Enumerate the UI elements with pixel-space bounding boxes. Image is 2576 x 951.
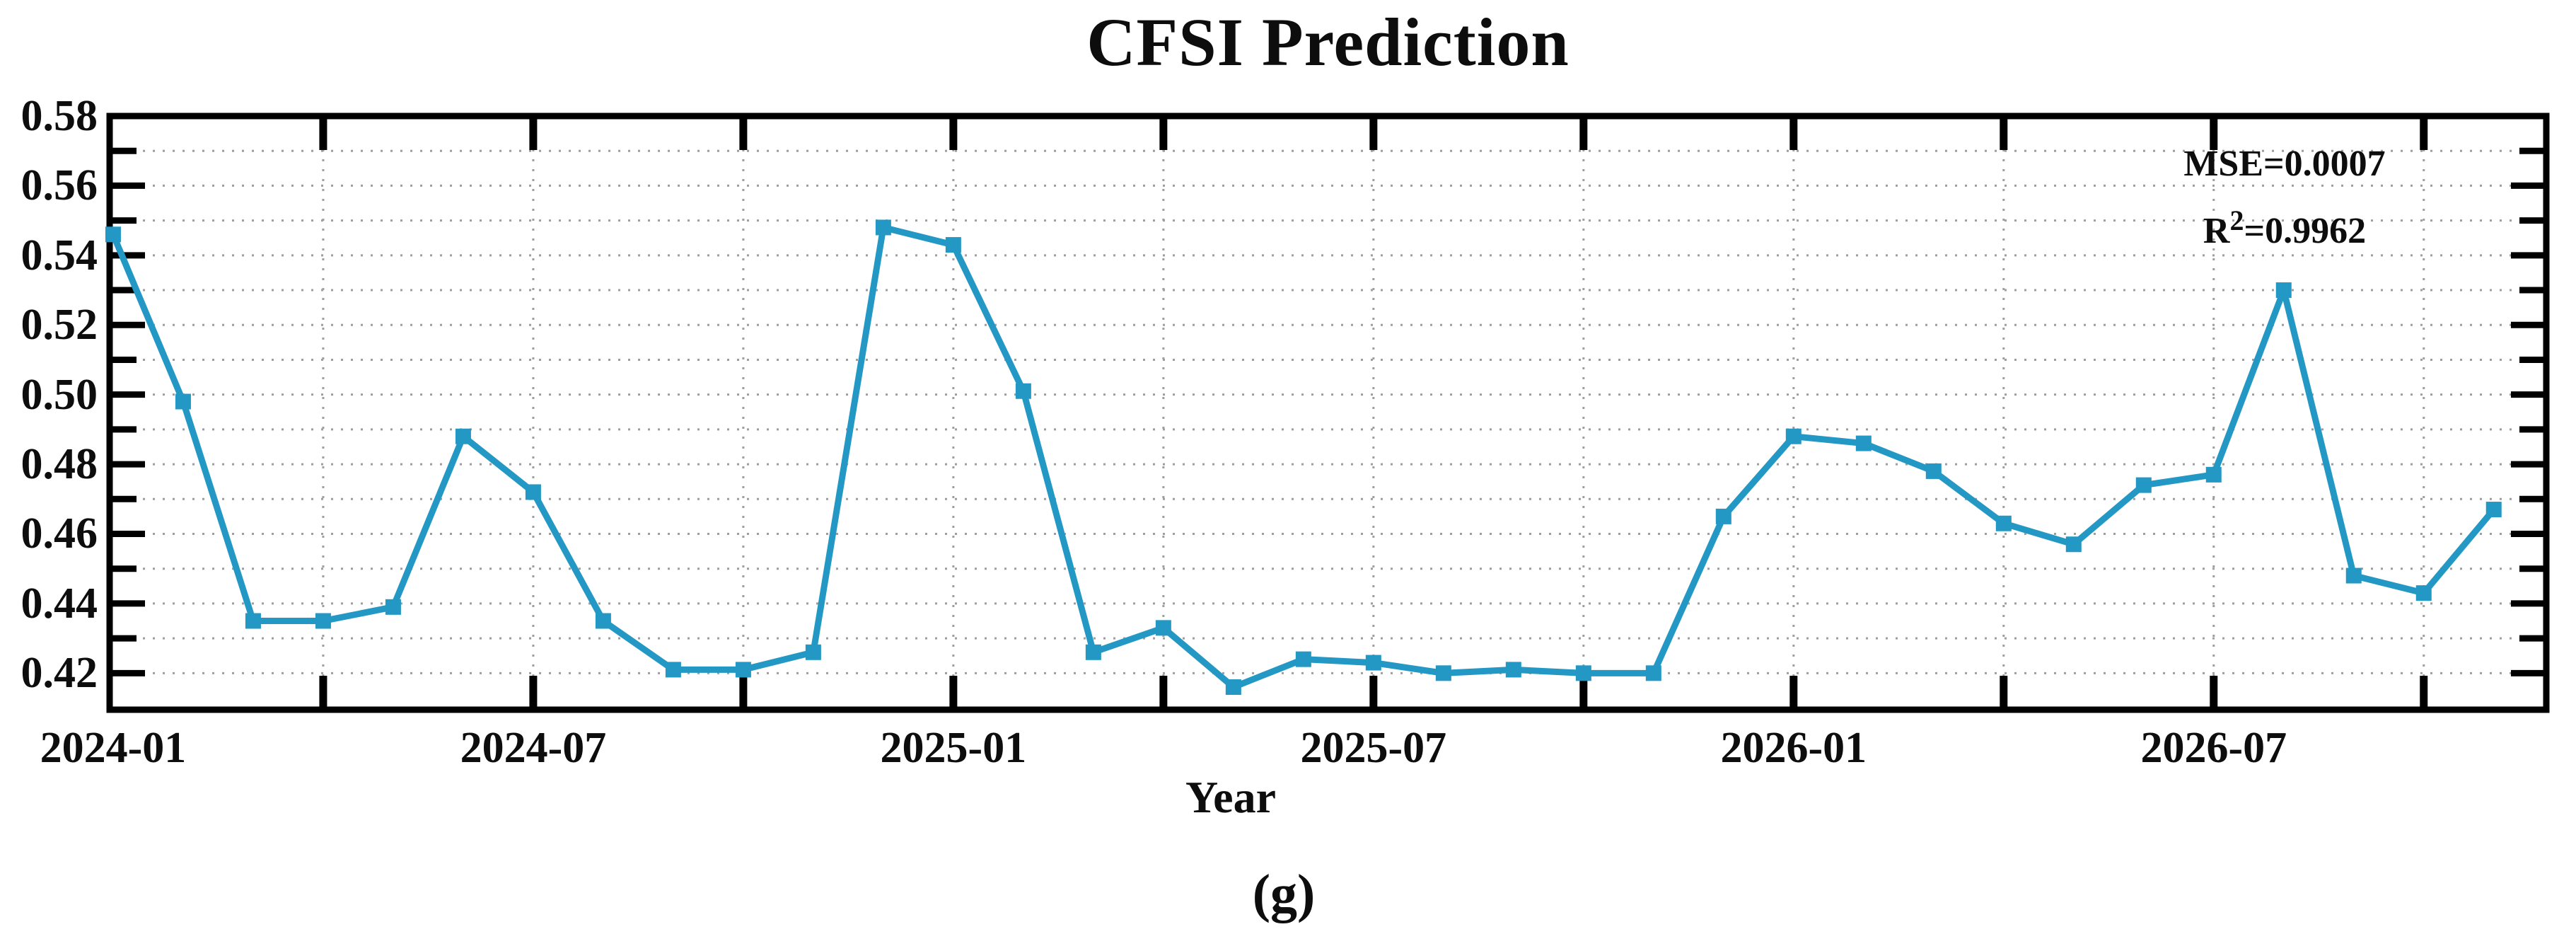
- x-tick-label: 2025-01: [880, 724, 1027, 772]
- prediction-line: [110, 224, 2497, 691]
- r2-superscript: 2: [2229, 204, 2244, 236]
- data-point-marker: [315, 613, 331, 629]
- x-tick-label: 2026-07: [2140, 724, 2287, 772]
- x-tick-label: 2026-01: [1720, 724, 1867, 772]
- data-point-marker: [2065, 536, 2082, 553]
- r2-annotation: R2=0.9962: [2203, 204, 2367, 251]
- data-point-marker: [1155, 620, 1171, 636]
- data-point-marker: [1715, 508, 1731, 524]
- data-point-marker: [105, 226, 121, 243]
- data-point-marker: [735, 662, 751, 678]
- data-point-marker: [1365, 655, 1381, 671]
- x-tick-label: 2025-07: [1300, 724, 1447, 772]
- data-point-marker: [1505, 662, 1521, 678]
- data-point-marker: [1435, 665, 1451, 681]
- data-point-marker: [1785, 428, 1802, 444]
- data-point-marker: [1645, 665, 1661, 681]
- data-point-marker: [665, 662, 681, 678]
- data-point-marker: [175, 393, 191, 410]
- data-point-marker: [1225, 679, 1241, 696]
- data-point-marker: [1575, 665, 1591, 681]
- x-tick-label: 2024-07: [460, 724, 607, 772]
- y-tick-label: 0.52: [21, 301, 98, 350]
- data-point-marker: [2135, 477, 2152, 493]
- data-point-marker: [875, 219, 891, 236]
- mse-annotation: MSE=0.0007: [2183, 144, 2386, 184]
- y-tick-label: 0.48: [21, 440, 98, 489]
- data-point-marker: [1925, 463, 1942, 479]
- data-point-marker: [245, 613, 261, 629]
- metrics-annotation: MSE=0.0007 R2=0.9962: [2125, 136, 2444, 260]
- y-tick-label: 0.44: [21, 579, 98, 628]
- y-tick-label: 0.42: [21, 649, 98, 698]
- data-point-marker: [1015, 383, 1031, 399]
- y-tick-label: 0.56: [21, 161, 98, 210]
- data-point-marker: [2345, 567, 2362, 584]
- data-point-marker: [2485, 502, 2502, 518]
- data-point-marker: [2205, 466, 2222, 483]
- y-tick-label: 0.58: [21, 92, 98, 140]
- x-tick-label: 2024-01: [40, 724, 187, 772]
- data-point-marker: [525, 484, 541, 500]
- x-axis-title: Year: [1185, 772, 1276, 822]
- data-point-marker: [2275, 282, 2292, 299]
- data-point-marker: [1995, 515, 2012, 531]
- plot-frame: [106, 113, 2550, 713]
- y-tick-label: 0.46: [21, 509, 98, 558]
- data-point-marker: [1855, 435, 1872, 451]
- subfigure-caption: (g): [1252, 864, 1316, 923]
- data-point-marker: [1295, 651, 1311, 667]
- y-tick-label: 0.50: [21, 370, 98, 419]
- y-tick-label: 0.54: [21, 231, 98, 279]
- data-point-marker: [2415, 585, 2432, 601]
- data-point-marker: [1085, 644, 1101, 660]
- data-point-marker: [385, 599, 401, 615]
- chart-title: CFSI Prediction: [1086, 4, 1570, 80]
- data-point-marker: [805, 644, 821, 660]
- data-point-marker: [945, 237, 961, 253]
- data-point-marker: [455, 428, 471, 444]
- data-point-marker: [595, 613, 611, 629]
